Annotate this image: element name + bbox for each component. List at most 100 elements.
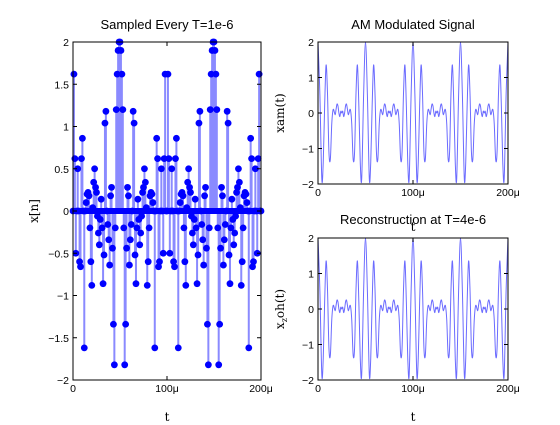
sampled-plot-area [69, 38, 265, 369]
sampled-point [233, 189, 240, 196]
sampled-point [188, 229, 196, 237]
sampled-point [95, 241, 103, 249]
sampled-point [131, 251, 139, 259]
sampled-x-ticks: 0 100μ 200μ [70, 42, 273, 395]
sampled-markers [69, 38, 265, 369]
sampled-point [245, 344, 253, 352]
sampled-point [122, 320, 130, 328]
sampled-point [186, 183, 193, 191]
sampled-point [120, 224, 128, 232]
sampled-point [205, 224, 213, 232]
sampled-point [75, 207, 83, 215]
am-title: AM Modulated Signal [351, 17, 475, 32]
sampled-point [130, 119, 138, 127]
sampled-y-ticks: 2 1.5 1 0.5 0 −0.5 −1 −1.5 −2 [48, 37, 261, 387]
sampled-point [215, 361, 223, 369]
sampled-point [198, 221, 206, 228]
sampled-point [92, 183, 99, 191]
sampled-point [81, 207, 89, 215]
sampled-point [249, 263, 256, 271]
sampled-ylabel: x[n] [27, 199, 41, 223]
sampled-point [85, 192, 93, 200]
sampled-point [145, 224, 153, 232]
sampled-xtick-label: 200μ [249, 383, 273, 395]
reconstruction-ytick-label: 2 [308, 233, 314, 245]
sampled-point [124, 183, 131, 191]
sampled-point [243, 199, 251, 206]
sampled-point [254, 155, 262, 163]
sampled-point [105, 236, 113, 244]
sampled-point [169, 207, 177, 215]
sampled-ytick-label: −2 [57, 375, 69, 387]
sampled-point [173, 134, 180, 142]
sampled-point [121, 361, 129, 369]
am-xtick-label: 0 [315, 187, 321, 199]
sampled-point [126, 236, 134, 244]
sampled-point [164, 70, 172, 78]
sampled-point [235, 178, 243, 186]
sampled-point [141, 165, 148, 173]
sampled-point [91, 165, 99, 173]
sampled-point [242, 190, 250, 198]
sampled-point [77, 263, 84, 271]
sampled-point [74, 165, 82, 173]
sampled-point [157, 165, 165, 173]
sampled-point [183, 204, 191, 212]
sampled-ytick-label: −0.5 [48, 248, 69, 260]
sampled-point [125, 261, 133, 269]
sampled-point [89, 204, 97, 212]
sampled-point [134, 195, 142, 203]
sampled-point [98, 224, 106, 232]
sampled-point [165, 155, 173, 163]
reconstruction-xtick-label: 200μ [496, 383, 520, 395]
am-ytick-label: −1 [302, 144, 314, 156]
sampled-point [190, 216, 198, 223]
sampled-point [70, 70, 78, 78]
sampled-point [144, 258, 152, 266]
sampled-point [189, 241, 197, 249]
sampled-point [248, 155, 256, 163]
reconstruction-ytick-label: 0 [308, 304, 314, 316]
sampled-point [204, 361, 212, 369]
sampled-point [185, 165, 193, 173]
sampled-point [220, 261, 227, 269]
sampled-point [250, 258, 257, 266]
sampled-point [137, 229, 145, 237]
sampled-point [133, 224, 141, 232]
am-xtick-label: 200μ [496, 187, 520, 199]
sampled-point [221, 221, 229, 228]
sampled-point [197, 207, 205, 215]
sampled-point [238, 258, 246, 266]
reconstruction-ylabel: xzoh(t) [273, 289, 289, 329]
sampled-point [239, 224, 247, 232]
sampled-point [117, 47, 125, 54]
sampled-point [103, 207, 111, 215]
sampled-point [195, 119, 203, 127]
sampled-point [236, 204, 244, 212]
sampled-point [231, 229, 239, 237]
sampled-point [222, 207, 230, 215]
sampled-point [86, 224, 94, 232]
reconstruction-xtick-label: 0 [315, 383, 321, 395]
sampled-point [171, 263, 178, 271]
sampled-point [213, 106, 221, 113]
sampled-point [192, 224, 200, 232]
sampled-point [93, 189, 100, 196]
sampled-point [160, 155, 168, 163]
sampled-point [76, 258, 83, 266]
sampled-point [78, 155, 85, 163]
sampled-point [101, 119, 109, 127]
sampled-point [139, 189, 146, 196]
sampled-ytick-label: −1 [57, 291, 69, 303]
sampled-point [82, 199, 90, 206]
sampled-point [217, 244, 224, 252]
sampled-point [128, 207, 136, 215]
sampled-point [230, 241, 238, 249]
am-ytick-label: 2 [308, 37, 314, 49]
sampled-point [127, 221, 135, 228]
sampled-point [110, 361, 118, 369]
panel-am: AM Modulated Signal 210−1−2 0 100μ 200μ t … [273, 17, 520, 234]
sampled-point [88, 281, 96, 289]
sampled-xtick-label: 0 [70, 383, 76, 395]
